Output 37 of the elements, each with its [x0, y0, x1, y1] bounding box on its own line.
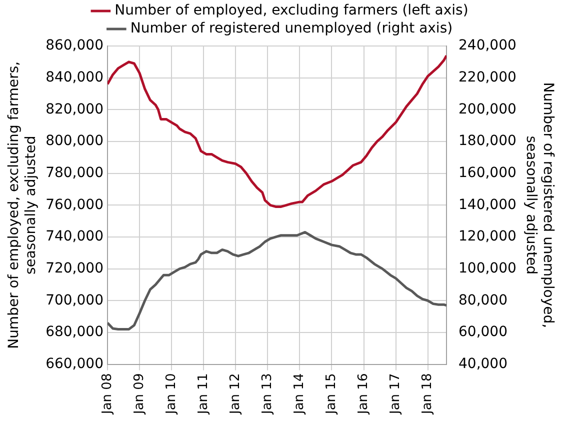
- y2-tick-label: 240,000: [458, 38, 516, 54]
- y-tick-label: 720,000: [46, 260, 104, 276]
- y2-tick-label: 100,000: [458, 260, 516, 276]
- y-tick-label: 840,000: [46, 69, 104, 86]
- y-tick-label: 860,000: [46, 38, 104, 54]
- x-tick-label: Jan 10: [164, 373, 179, 416]
- y2-tick-label: 160,000: [458, 164, 516, 181]
- y-tick-label: 680,000: [46, 324, 104, 340]
- y2-axis-title: Number of registered unemployed, seasonally adjusted: [523, 82, 556, 328]
- x-tick-label: Jan 13: [260, 373, 276, 416]
- x-tick-label: Jan 16: [356, 373, 372, 416]
- x-tick-label: Jan 14: [292, 373, 308, 416]
- y2-tick-label: 220,000: [458, 69, 516, 86]
- x-tick-label: Jan 12: [228, 373, 243, 416]
- x-tick-label: Jan 08: [100, 373, 115, 416]
- y-tick-label: 760,000: [46, 196, 104, 213]
- y-tick-label: 820,000: [46, 101, 104, 118]
- y2-tick-label: 180,000: [458, 133, 516, 150]
- x-tick-label: Jan 18: [420, 373, 436, 416]
- legend-label: Number of employed, excluding farmers (left axis): [114, 2, 468, 19]
- y-tick-label: 780,000: [46, 164, 104, 181]
- x-tick-label: Jan 17: [388, 373, 404, 416]
- legend-label: Number of registered unemployed (right axis): [130, 20, 453, 37]
- y2-tick-label: 60,000: [458, 324, 508, 340]
- y2-tick-label: 200,000: [458, 101, 516, 118]
- y-tick-label: 700,000: [46, 292, 104, 308]
- y2-tick-label: 80,000: [458, 292, 508, 308]
- x-tick-label: Jan 15: [324, 373, 340, 416]
- y-tick-label: 740,000: [46, 228, 104, 245]
- x-tick-label: Jan 11: [196, 373, 211, 416]
- y2-tick-label: 40,000: [458, 356, 508, 372]
- y2-tick-label: 120,000: [458, 228, 516, 245]
- y-tick-label: 800,000: [46, 133, 104, 150]
- x-tick-label: Jan 09: [132, 373, 147, 416]
- y2-tick-label: 140,000: [458, 196, 516, 213]
- y-tick-label: 660,000: [46, 356, 104, 372]
- y-axis-title: Number of employed, excluding farmers, seasonally adjusted: [6, 61, 39, 349]
